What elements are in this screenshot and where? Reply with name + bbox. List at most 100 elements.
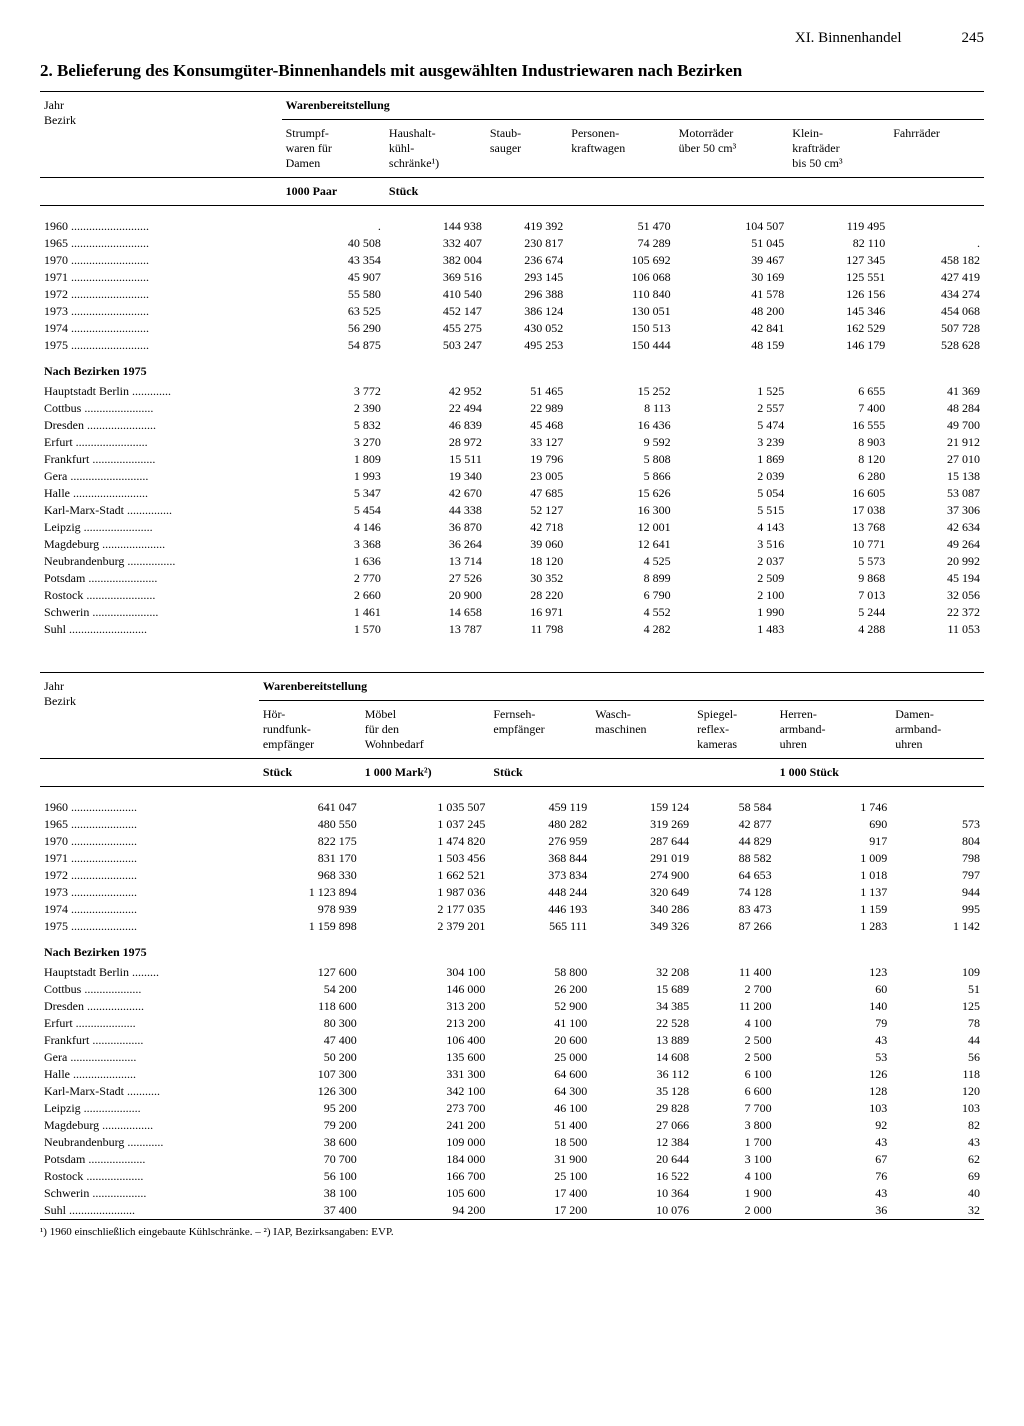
year-label: 1970 ...................... (40, 833, 259, 850)
table-row: Magdeburg .................79 200241 200… (40, 1117, 984, 1134)
data-cell: 20 992 (889, 553, 984, 570)
table-row: Gera ..........................1 99319 3… (40, 468, 984, 485)
table-row: 1960 ......................641 0471 035 … (40, 799, 984, 816)
page-title: 2. Belieferung des Konsumgüter-Binnenhan… (40, 61, 984, 81)
data-cell: 42 718 (486, 519, 567, 536)
data-cell: 104 507 (675, 218, 789, 235)
year-label: 1965 ...................... (40, 816, 259, 833)
data-cell: 293 145 (486, 269, 567, 286)
data-cell: 1 809 (282, 451, 385, 468)
data-cell: 565 111 (489, 918, 591, 935)
data-cell: 88 582 (693, 850, 775, 867)
data-cell: 95 200 (259, 1100, 361, 1117)
data-cell: 118 600 (259, 998, 361, 1015)
year-label: 1971 ...................... (40, 850, 259, 867)
year-label: 1970 .......................... (40, 252, 282, 269)
data-cell: 917 (776, 833, 892, 850)
table-row: Halle .....................107 300331 30… (40, 1066, 984, 1083)
data-cell: 79 (776, 1015, 892, 1032)
table-row: Frankfurt .................47 400106 400… (40, 1032, 984, 1049)
table-row: Karl-Marx-Stadt ...........126 300342 10… (40, 1083, 984, 1100)
data-cell: 82 110 (788, 235, 889, 252)
footnote: ¹) 1960 einschließlich eingebaute Kühlsc… (40, 1226, 984, 1238)
data-cell: 6 100 (693, 1066, 775, 1083)
data-cell: 94 200 (361, 1202, 490, 1220)
year-label: 1960 .......................... (40, 218, 282, 235)
data-cell: 56 100 (259, 1168, 361, 1185)
data-cell: 69 (891, 1168, 984, 1185)
data-cell: 822 175 (259, 833, 361, 850)
data-cell: 123 (776, 964, 892, 981)
year-label: 1974 ...................... (40, 901, 259, 918)
data-cell: 13 714 (385, 553, 486, 570)
data-cell: 17 400 (489, 1185, 591, 1202)
data-cell: 54 200 (259, 981, 361, 998)
table-row: Cottbus ...................54 200146 000… (40, 981, 984, 998)
unit-cell (889, 178, 984, 206)
data-cell: 30 169 (675, 269, 789, 286)
data-cell: 12 384 (591, 1134, 693, 1151)
unit-cell (486, 178, 567, 206)
data-cell: 5 474 (675, 417, 789, 434)
data-cell: 74 289 (567, 235, 674, 252)
bezirk-label: Erfurt .................... (40, 1015, 259, 1032)
data-cell: 10 771 (788, 536, 889, 553)
data-cell: 43 (776, 1134, 892, 1151)
data-cell: 41 369 (889, 383, 984, 400)
data-cell: 45 907 (282, 269, 385, 286)
bezirk-label: Magdeburg ..................... (40, 536, 282, 553)
data-cell: 43 (776, 1032, 892, 1049)
data-cell: 4 146 (282, 519, 385, 536)
data-cell: 103 (891, 1100, 984, 1117)
data-cell: 52 127 (486, 502, 567, 519)
data-cell: 507 728 (889, 320, 984, 337)
data-cell: 12 001 (567, 519, 674, 536)
data-cell: 274 900 (591, 867, 693, 884)
bezirk-label: Rostock ....................... (40, 587, 282, 604)
data-cell: 10 364 (591, 1185, 693, 1202)
data-cell: 118 (891, 1066, 984, 1083)
data-cell: 55 580 (282, 286, 385, 303)
data-cell: 110 840 (567, 286, 674, 303)
bezirk-label: Schwerin .................. (40, 1185, 259, 1202)
bezirk-label: Karl-Marx-Stadt ........... (40, 1083, 259, 1100)
table-row: 1974 ......................978 9392 177 … (40, 901, 984, 918)
data-cell: 31 900 (489, 1151, 591, 1168)
data-cell: 45 194 (889, 570, 984, 587)
data-cell: 6 655 (788, 383, 889, 400)
data-cell: 1 987 036 (361, 884, 490, 901)
data-cell: 8 899 (567, 570, 674, 587)
data-cell: 386 124 (486, 303, 567, 320)
data-cell: 320 649 (591, 884, 693, 901)
data-cell: 64 600 (489, 1066, 591, 1083)
data-cell: 1 461 (282, 604, 385, 621)
data-cell: 44 829 (693, 833, 775, 850)
data-cell: 51 470 (567, 218, 674, 235)
data-cell: 13 889 (591, 1032, 693, 1049)
data-cell: 528 628 (889, 337, 984, 354)
table-row: Frankfurt .....................1 80915 5… (40, 451, 984, 468)
year-label: 1973 ...................... (40, 884, 259, 901)
data-cell: 434 274 (889, 286, 984, 303)
data-table: JahrBezirkWarenbereitstellungStrumpf-war… (40, 91, 984, 638)
data-cell: 1 662 521 (361, 867, 490, 884)
data-cell: 41 578 (675, 286, 789, 303)
data-cell: 2 390 (282, 400, 385, 417)
data-cell: 8 120 (788, 451, 889, 468)
data-cell: 36 (776, 1202, 892, 1220)
data-cell: 13 787 (385, 621, 486, 638)
data-cell: 58 800 (489, 964, 591, 981)
column-header: Haushalt-kühl-schränke¹) (385, 120, 486, 178)
data-cell: 11 200 (693, 998, 775, 1015)
data-cell: 127 345 (788, 252, 889, 269)
bezirk-label: Frankfurt ..................... (40, 451, 282, 468)
data-cell: 8 903 (788, 434, 889, 451)
table-row: Neubrandenburg ................1 63613 7… (40, 553, 984, 570)
data-cell: 1 746 (776, 799, 892, 816)
data-cell: 495 253 (486, 337, 567, 354)
column-header: Fahrräder (889, 120, 984, 178)
data-cell (891, 799, 984, 816)
data-cell: 125 (891, 998, 984, 1015)
data-cell: 38 100 (259, 1185, 361, 1202)
data-cell: 25 000 (489, 1049, 591, 1066)
